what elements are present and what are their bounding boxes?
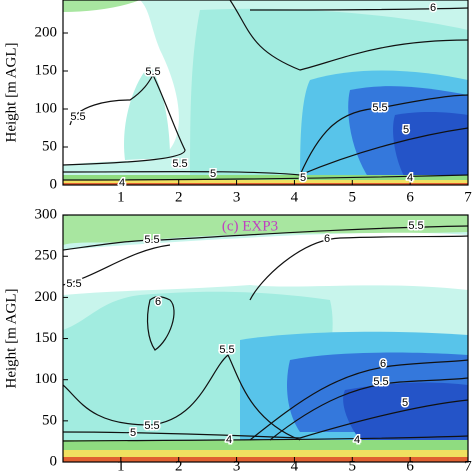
y-tick-label: 200 [35,24,58,40]
contour-label: 4 [354,434,360,446]
contour-label: 5.5 [145,66,160,78]
contour-label: 5.5 [219,344,234,356]
x-tick-label: 7 [464,458,472,474]
contour-label: 5.5 [172,158,187,170]
x-tick-label: 3 [233,458,241,474]
x-tick-label: 7 [464,189,472,205]
contour-label: 6 [380,358,386,370]
x-tick-label: 1 [117,458,125,474]
contour-label: 4 [407,172,413,184]
contour-label: 6 [430,2,436,14]
y-tick-label: 50 [42,138,57,154]
contour-label: 5 [210,168,216,180]
x-tick-label: 3 [233,189,241,205]
contour-label: 4 [119,177,125,189]
x-tick-label: 1 [117,189,125,205]
contour-label: 5 [130,427,136,439]
y-tick-label: 100 [35,371,58,387]
x-tick-label: 5 [349,189,357,205]
x-tick-label: 5 [349,458,357,474]
y-tick-label: 0 [50,176,58,192]
panel-bottom-fill [63,215,468,462]
contour-label: 5 [300,172,306,184]
x-tick-label: 2 [175,458,183,474]
contour-label: 5.5 [144,420,159,432]
y-axis-label: Height [m AGL] [3,289,19,389]
y-tick-label: 150 [35,330,58,346]
contour-label: 4 [226,434,232,446]
y-tick-label: 50 [42,412,57,428]
plot-frame [62,0,469,186]
y-tick-label: 250 [35,248,58,264]
y-tick-label: 150 [35,62,58,78]
contour-label: 5.5 [372,102,387,114]
contour-label: 6 [155,296,161,308]
y-tick-label: 100 [35,100,58,116]
y-tick-label: 300 [35,207,58,223]
contour-label: 5.5 [70,111,85,123]
x-tick-label: 6 [406,458,414,474]
x-tick-label: 2 [175,189,183,205]
x-tick-label: 4 [291,189,299,205]
panel-title: (c) EXP3 [222,218,278,234]
y-tick-label: 250 [35,0,58,2]
x-tick-label: 6 [406,189,414,205]
contour-label: 5.5 [144,234,159,246]
contour-label: 5 [402,397,408,409]
panel-top-fill [63,0,468,185]
y-tick-label: 200 [35,289,58,305]
x-tick-label: 4 [291,458,299,474]
contour-label: 5.5 [408,220,423,232]
y-axis-label: Height [m AGL] [3,43,19,143]
contour-label: 6 [324,233,330,245]
contour-label: 5.5 [66,278,81,290]
contour-label: 5.5 [373,376,388,388]
y-tick-label: 0 [50,453,58,469]
contour-label: 5 [403,124,409,136]
